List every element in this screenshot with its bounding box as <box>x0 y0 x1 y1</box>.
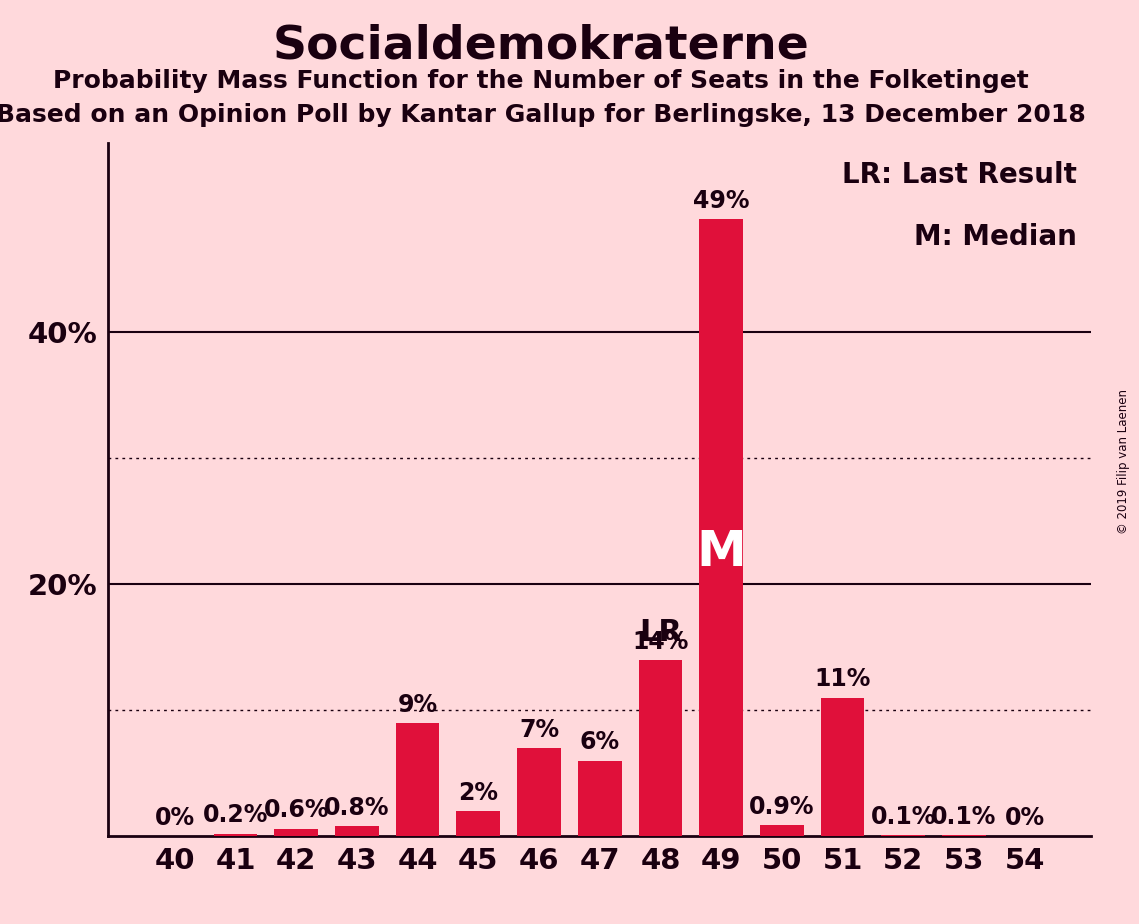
Bar <box>942 835 985 836</box>
Bar <box>577 760 622 836</box>
Bar <box>395 723 440 836</box>
Bar <box>882 835 925 836</box>
Bar <box>457 811 500 836</box>
Text: LR: LR <box>639 618 682 647</box>
Text: 6%: 6% <box>580 730 620 754</box>
Bar <box>760 825 804 836</box>
Text: 0.9%: 0.9% <box>749 795 814 819</box>
Text: M: Median: M: Median <box>913 223 1076 251</box>
Text: 9%: 9% <box>398 692 437 716</box>
Bar <box>517 748 560 836</box>
Text: M: M <box>696 529 746 577</box>
Bar <box>821 698 865 836</box>
Bar <box>699 219 743 836</box>
Bar <box>274 829 318 836</box>
Bar <box>335 826 378 836</box>
Text: 14%: 14% <box>632 629 689 653</box>
Text: © 2019 Filip van Laenen: © 2019 Filip van Laenen <box>1116 390 1130 534</box>
Text: 0.6%: 0.6% <box>263 798 329 822</box>
Text: 0.2%: 0.2% <box>203 803 268 827</box>
Text: 0.1%: 0.1% <box>932 805 997 829</box>
Text: 7%: 7% <box>519 718 559 742</box>
Text: 0%: 0% <box>1005 806 1044 830</box>
Text: Socialdemokraterne: Socialdemokraterne <box>272 23 810 68</box>
Text: 11%: 11% <box>814 667 870 691</box>
Bar <box>639 660 682 836</box>
Text: 0.8%: 0.8% <box>325 796 390 820</box>
Text: LR: Last Result: LR: Last Result <box>842 161 1076 188</box>
Text: Probability Mass Function for the Number of Seats in the Folketinget: Probability Mass Function for the Number… <box>54 69 1029 93</box>
Text: 49%: 49% <box>693 188 749 213</box>
Text: 0%: 0% <box>155 806 195 830</box>
Bar <box>214 833 257 836</box>
Text: Based on an Opinion Poll by Kantar Gallup for Berlingske, 13 December 2018: Based on an Opinion Poll by Kantar Gallu… <box>0 103 1085 128</box>
Text: 0.1%: 0.1% <box>870 805 936 829</box>
Text: 2%: 2% <box>458 781 498 805</box>
